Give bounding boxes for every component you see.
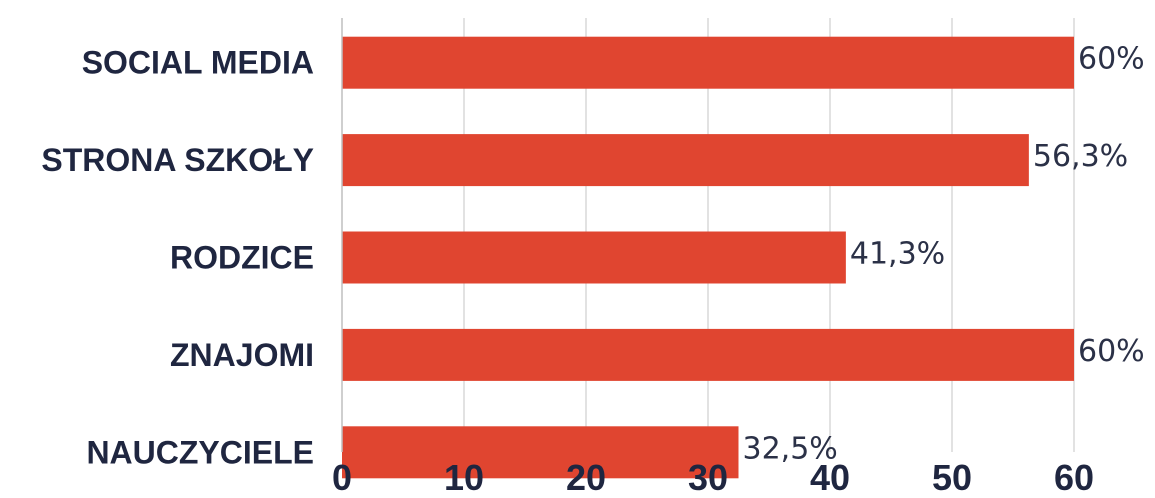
x-tick-labels: 0 10 20 30 40 50 60	[332, 457, 1094, 498]
data-label-4: 60%	[1078, 334, 1145, 369]
x-tick-label-20: 20	[566, 457, 606, 498]
category-labels: SOCIAL MEDIA STRONA SZKOŁY RODZICE ZNAJOMI N…	[41, 45, 314, 471]
bar-1	[342, 36, 1074, 89]
bar-5	[342, 426, 739, 479]
category-label-3: RODZICE	[170, 240, 314, 276]
data-label-3: 41,3%	[850, 237, 945, 272]
category-label-2: STRONA SZKOŁY	[41, 142, 314, 178]
bar-4	[342, 328, 1074, 381]
category-label-5: NAUCZYCIELE	[86, 434, 314, 470]
bar-3	[342, 231, 846, 284]
data-label-2: 56,3%	[1033, 139, 1128, 174]
x-tick-label-50: 50	[932, 457, 972, 498]
category-label-4: ZNAJOMI	[170, 337, 314, 373]
data-label-1: 60%	[1078, 42, 1145, 77]
x-tick-label-60: 60	[1054, 457, 1094, 498]
data-label-5: 32,5%	[743, 431, 838, 466]
x-tick-label-10: 10	[444, 457, 484, 498]
x-tick-label-0: 0	[332, 457, 352, 498]
bars	[342, 36, 1074, 479]
bar-2	[342, 134, 1029, 187]
data-labels: 60% 56,3% 41,3% 60% 32,5%	[743, 42, 1145, 467]
x-tick-label-40: 40	[810, 457, 850, 498]
x-tick-label-30: 30	[688, 457, 728, 498]
category-label-1: SOCIAL MEDIA	[82, 45, 314, 81]
